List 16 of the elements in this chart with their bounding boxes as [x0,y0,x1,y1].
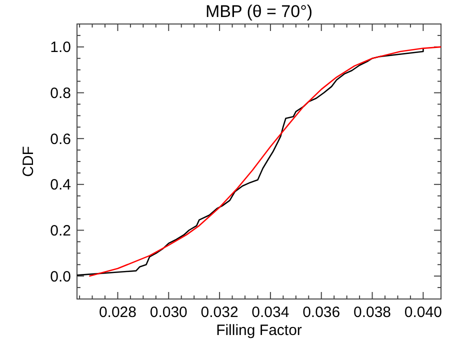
x-tick-label: 0.038 [354,304,392,321]
x-tick-label: 0.040 [404,304,442,321]
y-tick-label: 0.6 [50,130,71,148]
x-tick-label: 0.030 [150,304,188,321]
x-axis-title: Filling Factor [216,322,302,339]
y-tick-label: 0.0 [50,268,71,286]
chart-title: MBP (θ = 70°) [205,2,313,21]
y-tick-label: 0.2 [50,222,71,240]
y-tick-label: 1.0 [50,39,71,56]
x-tick-label: 0.034 [252,304,290,321]
x-tick-label: 0.028 [98,304,136,321]
y-tick-label: 0.8 [50,85,71,102]
y-tick-label: 0.4 [50,176,71,194]
y-axis-title: CDF [20,146,37,177]
x-tick-label: 0.032 [200,304,238,321]
x-tick-label: 0.036 [302,304,340,321]
